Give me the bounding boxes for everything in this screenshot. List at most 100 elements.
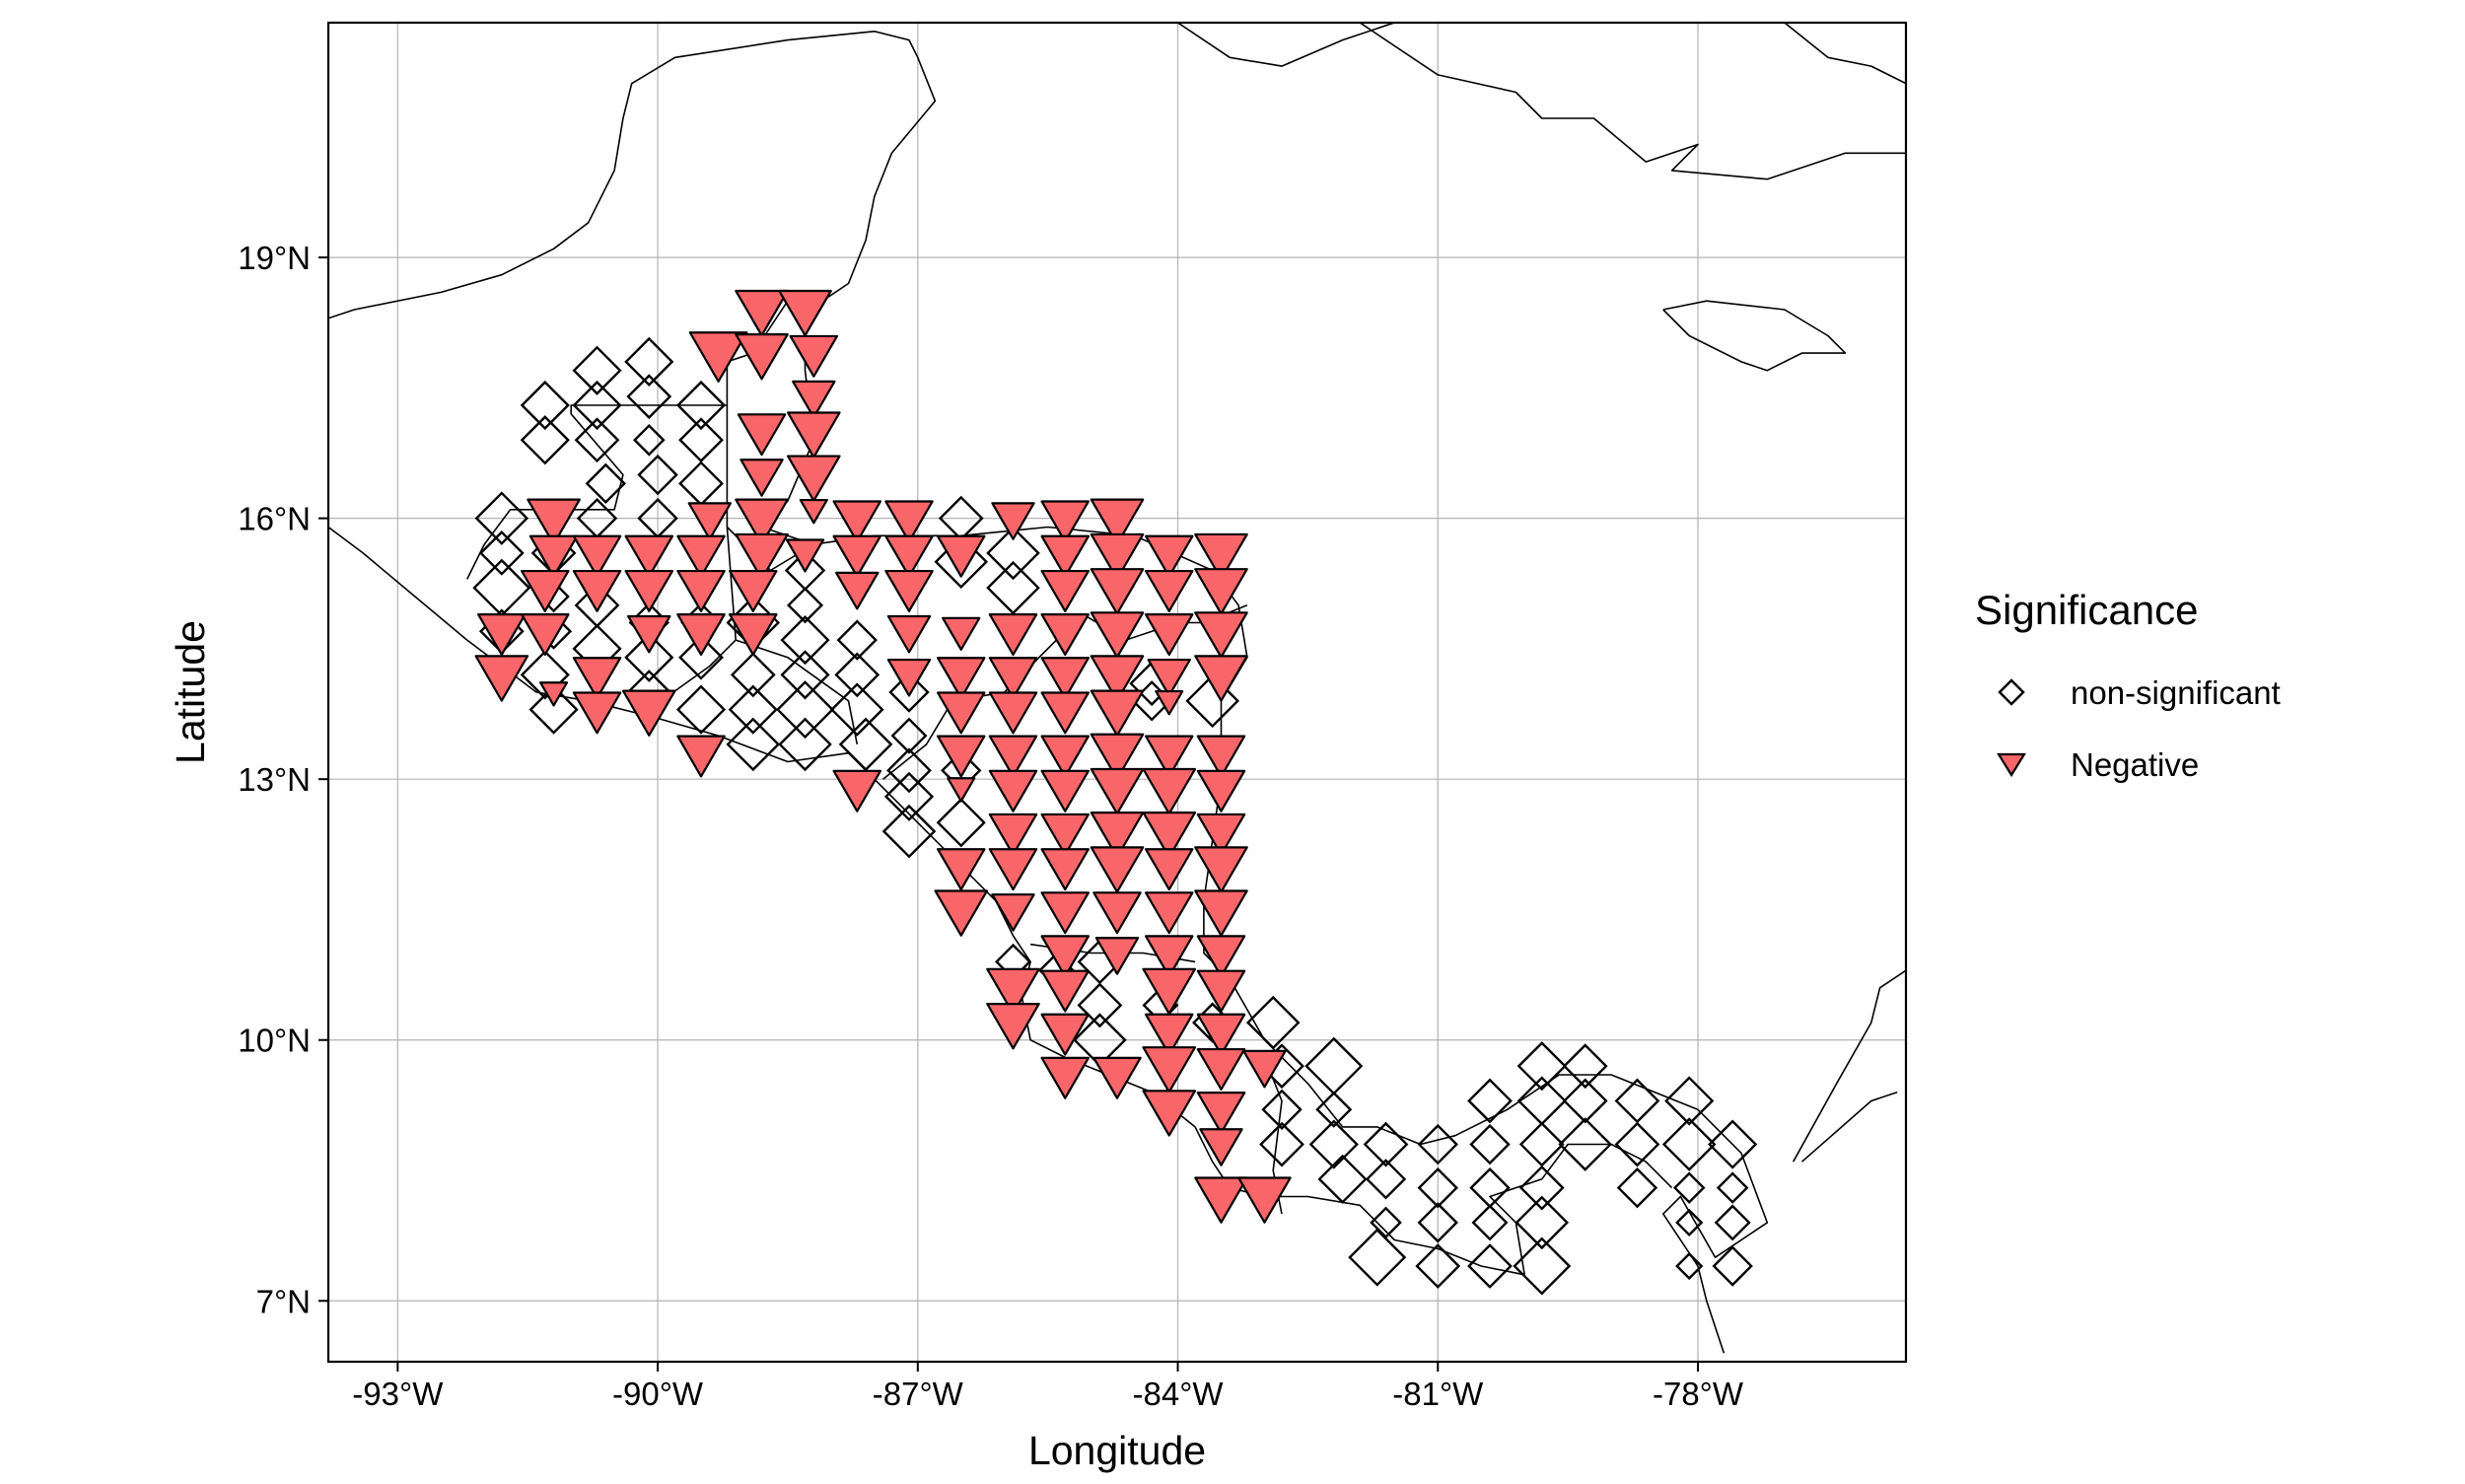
- point-negative: [539, 681, 569, 707]
- point-non-significant: [1417, 1166, 1458, 1209]
- coastline-border: [1784, 23, 1906, 85]
- point-non-significant: [1518, 1165, 1565, 1211]
- point-non-significant: [520, 650, 570, 700]
- point-negative: [676, 569, 726, 612]
- point-non-significant: [1365, 1159, 1407, 1200]
- point-negative: [988, 691, 1038, 735]
- point-non-significant: [574, 417, 620, 463]
- point-non-significant: [776, 680, 835, 740]
- point-non-significant: [787, 587, 824, 624]
- point-non-significant: [1259, 1121, 1304, 1167]
- y-tick-label: 7°N: [256, 1283, 311, 1319]
- point-negative: [1196, 1013, 1246, 1056]
- point-negative: [1094, 937, 1140, 975]
- point-negative: [1040, 969, 1091, 1013]
- point-negative: [1194, 655, 1248, 702]
- point-negative: [1090, 767, 1145, 815]
- point-non-significant: [1261, 1089, 1303, 1130]
- point-negative: [986, 967, 1040, 1016]
- point-negative: [1196, 813, 1246, 856]
- point-negative: [832, 534, 882, 578]
- point-negative: [1194, 846, 1248, 893]
- point-non-significant: [1716, 1171, 1749, 1204]
- point-negative: [1092, 891, 1142, 935]
- y-tick-label: 16°N: [238, 501, 311, 537]
- point-non-significant: [1712, 1245, 1753, 1287]
- point-non-significant: [1304, 1036, 1364, 1095]
- coastline-border: [1177, 23, 1395, 67]
- point-negative: [884, 534, 934, 578]
- point-non-significant: [1708, 1119, 1758, 1169]
- legend-title: Significance: [1975, 587, 2198, 633]
- point-negative: [735, 333, 789, 381]
- point-negative: [1040, 1056, 1091, 1099]
- point-non-significant: [528, 684, 579, 735]
- point-non-significant: [986, 526, 1040, 581]
- point-negative: [1040, 935, 1091, 978]
- point-negative: [1242, 1049, 1287, 1089]
- point-negative: [1040, 1013, 1091, 1056]
- point-negative: [832, 500, 882, 543]
- point-non-significant: [726, 717, 781, 772]
- panel-border: [326, 21, 1908, 1364]
- data-points: [472, 289, 1758, 1296]
- point-negative: [942, 616, 981, 651]
- point-negative: [988, 813, 1038, 856]
- point-non-significant: [883, 771, 935, 821]
- point-non-significant: [780, 614, 830, 666]
- point-non-significant: [626, 374, 672, 420]
- point-negative: [789, 334, 839, 378]
- point-non-significant: [1317, 1154, 1368, 1204]
- point-negative: [936, 735, 986, 778]
- point-non-significant: [478, 530, 525, 576]
- point-negative: [832, 769, 882, 813]
- point-negative: [1040, 891, 1091, 935]
- point-non-significant: [1513, 1237, 1572, 1296]
- point-non-significant: [1516, 1041, 1567, 1092]
- point-non-significant: [1516, 1076, 1567, 1126]
- point-negative: [1040, 534, 1091, 578]
- point-negative: [521, 569, 570, 612]
- point-non-significant: [1363, 1121, 1409, 1167]
- point-non-significant: [474, 491, 529, 545]
- point-negative: [624, 569, 674, 612]
- point-non-significant: [632, 423, 666, 457]
- point-negative: [676, 735, 726, 778]
- point-non-significant: [886, 747, 932, 794]
- point-negative: [1090, 611, 1145, 659]
- point-negative: [1199, 1128, 1243, 1166]
- point-negative: [1090, 689, 1145, 737]
- coastline-border: [1359, 23, 1906, 180]
- x-tick-label: -93°W: [352, 1376, 444, 1412]
- point-negative: [936, 534, 986, 578]
- point-negative: [1194, 532, 1248, 581]
- point-non-significant: [1185, 673, 1240, 729]
- point-negative: [1040, 691, 1091, 735]
- point-non-significant: [1417, 1123, 1458, 1166]
- point-negative: [1092, 1056, 1142, 1099]
- point-negative: [936, 657, 986, 700]
- point-non-significant: [1469, 1166, 1511, 1209]
- point-negative: [986, 1003, 1040, 1050]
- point-negative: [1040, 500, 1091, 543]
- point-negative: [1147, 658, 1191, 697]
- point-negative: [735, 532, 789, 581]
- point-non-significant: [1614, 1121, 1660, 1167]
- point-negative: [1090, 846, 1145, 893]
- point-negative: [1144, 613, 1194, 657]
- point-negative: [737, 413, 787, 457]
- point-non-significant: [637, 497, 678, 539]
- coastline-border: [1800, 1091, 1898, 1163]
- x-axis-title: Longitude: [1028, 1428, 1206, 1473]
- legend-label-non-significant: non-significant: [2071, 674, 2281, 711]
- coastline-border: [1793, 969, 1906, 1163]
- point-negative: [936, 848, 986, 891]
- point-negative: [1196, 935, 1246, 978]
- point-non-significant: [1467, 1078, 1513, 1124]
- point-negative: [477, 613, 527, 657]
- coastline-border: [1662, 300, 1847, 372]
- point-negative: [1040, 769, 1091, 813]
- point-negative: [835, 571, 880, 610]
- point-non-significant: [678, 460, 724, 507]
- point-negative: [1040, 657, 1091, 700]
